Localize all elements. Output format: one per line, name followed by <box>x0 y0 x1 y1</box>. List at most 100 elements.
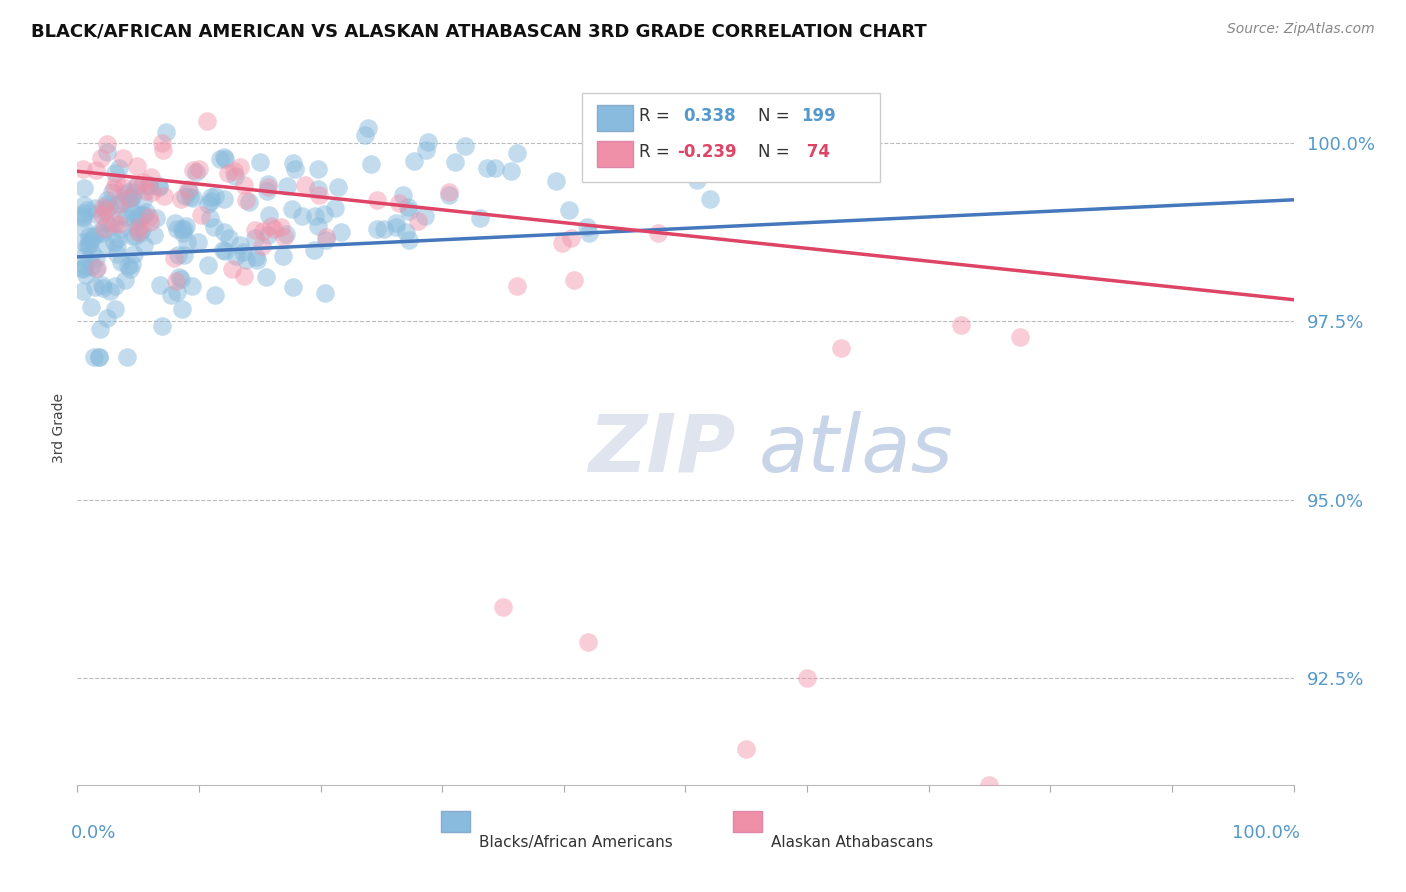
Text: -0.239: -0.239 <box>676 143 737 161</box>
Point <box>176 235 198 250</box>
Point <box>91 281 114 295</box>
Point <box>96 193 118 207</box>
Point <box>98 219 121 233</box>
Point <box>270 220 292 235</box>
Point <box>387 196 409 211</box>
Point <box>235 252 257 267</box>
Point <box>118 191 141 205</box>
Point <box>120 191 142 205</box>
Point <box>83 350 105 364</box>
Point <box>108 209 131 223</box>
Point <box>315 230 337 244</box>
Point <box>281 155 304 169</box>
Point <box>87 226 110 240</box>
Point <box>77 229 100 244</box>
Point <box>143 228 166 243</box>
Point <box>96 311 118 326</box>
Point <box>304 209 326 223</box>
Point <box>84 252 107 266</box>
Point <box>558 202 581 217</box>
Point <box>202 219 225 234</box>
Point <box>138 210 160 224</box>
Point <box>229 161 252 175</box>
Point <box>135 205 157 219</box>
Point <box>107 196 129 211</box>
Point <box>170 302 193 317</box>
Point <box>323 201 346 215</box>
Point <box>148 179 170 194</box>
Point <box>284 162 307 177</box>
Point <box>134 238 156 252</box>
Point <box>124 213 146 227</box>
Point <box>578 226 600 240</box>
Point <box>217 166 239 180</box>
Point <box>159 287 181 301</box>
Point <box>121 257 143 271</box>
Point <box>89 322 111 336</box>
Point <box>546 174 568 188</box>
Point <box>302 244 325 258</box>
FancyBboxPatch shape <box>733 811 762 832</box>
Point <box>138 178 160 193</box>
Point <box>283 280 305 294</box>
Text: ZIP: ZIP <box>588 410 735 489</box>
Point <box>72 220 94 235</box>
Point <box>96 197 118 211</box>
Point <box>402 154 425 169</box>
Point <box>94 204 117 219</box>
Point <box>72 211 94 226</box>
Point <box>131 175 153 189</box>
Point <box>72 206 94 220</box>
Point <box>329 226 352 240</box>
Point <box>179 190 201 204</box>
Point <box>152 136 174 150</box>
Point <box>647 226 669 240</box>
Point <box>107 197 129 211</box>
Point <box>830 341 852 355</box>
Point <box>437 185 460 199</box>
Point <box>96 216 118 230</box>
Point <box>354 128 377 142</box>
Point <box>208 153 231 167</box>
FancyBboxPatch shape <box>596 141 633 167</box>
Point <box>307 219 329 233</box>
Point <box>122 185 145 199</box>
Point <box>150 318 173 333</box>
Point <box>195 114 218 128</box>
Point <box>291 209 314 223</box>
Point <box>122 205 145 219</box>
Point <box>118 197 141 211</box>
Text: atlas: atlas <box>758 410 953 489</box>
Point <box>132 193 155 207</box>
Point <box>174 189 197 203</box>
Point <box>166 248 188 262</box>
FancyBboxPatch shape <box>596 105 633 131</box>
Point <box>124 246 146 260</box>
Point <box>148 180 170 194</box>
Point <box>127 211 149 225</box>
Point <box>200 211 222 225</box>
Point <box>104 279 127 293</box>
Point <box>204 287 226 301</box>
Point <box>129 226 152 240</box>
Point <box>415 143 437 157</box>
Point <box>200 194 222 209</box>
Point <box>131 208 153 222</box>
Point <box>212 192 235 206</box>
Point <box>93 237 115 252</box>
Point <box>72 235 94 249</box>
Point <box>77 237 100 252</box>
Point <box>141 185 163 199</box>
Point <box>416 135 439 149</box>
Point <box>105 240 128 254</box>
Point <box>273 230 295 244</box>
Point <box>181 162 204 177</box>
Point <box>232 178 254 192</box>
Point <box>96 145 118 159</box>
Point <box>153 188 176 202</box>
Point <box>173 222 195 236</box>
Point <box>245 251 267 265</box>
Point <box>181 191 204 205</box>
Point <box>84 280 107 294</box>
Point <box>165 216 187 230</box>
